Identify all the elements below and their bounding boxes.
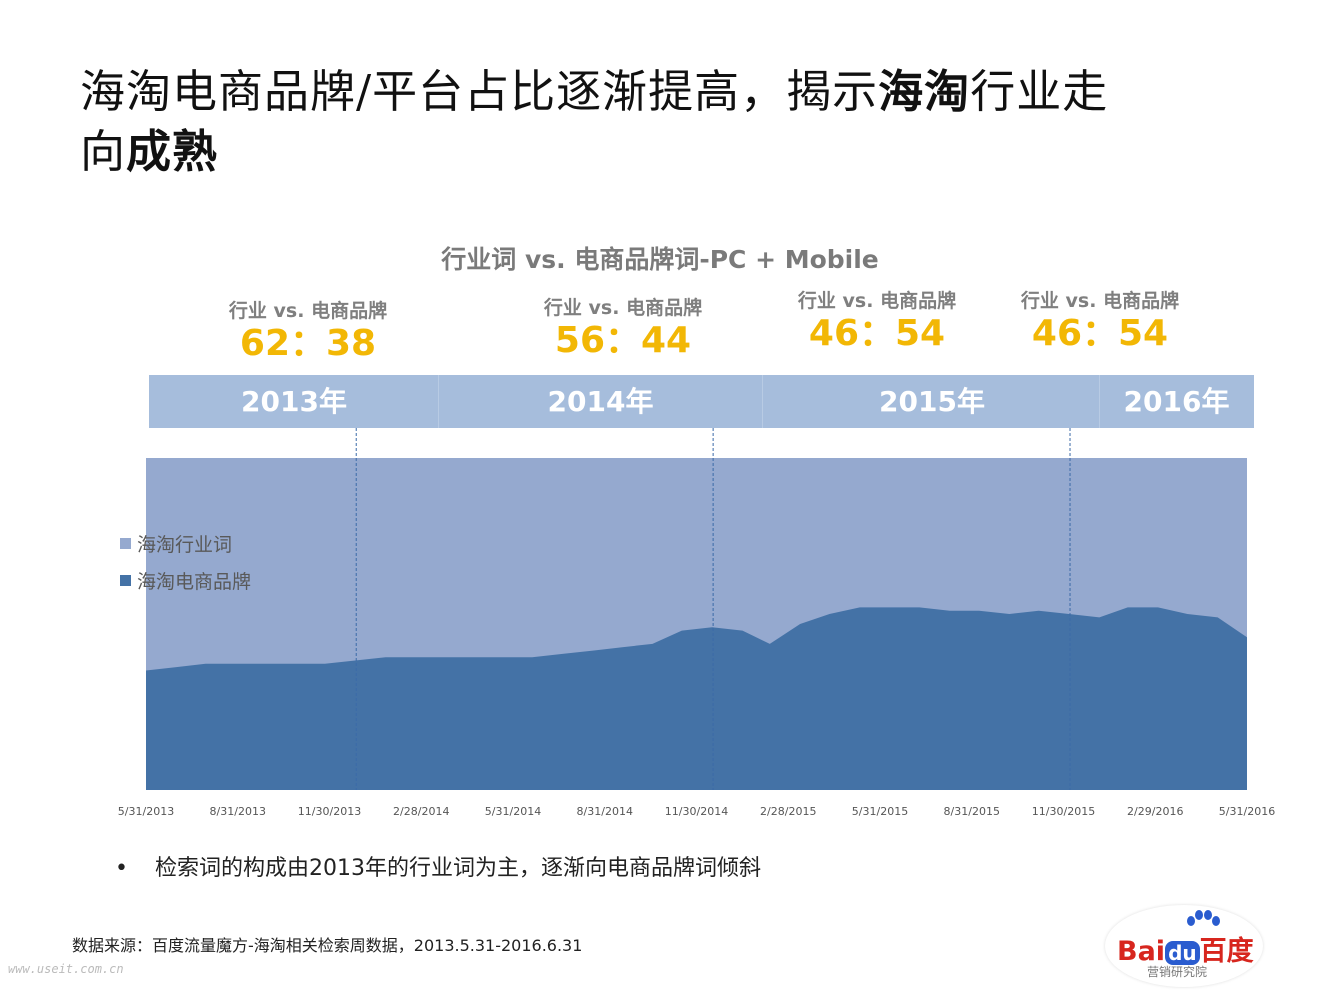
ratio-block-2013: 行业 vs. 电商品牌 62：38 (188, 296, 428, 365)
watermark: www.useit.com.cn (8, 962, 124, 976)
logo-subtitle: 营销研究院 (1147, 965, 1208, 979)
ratio-value: 56：44 (554, 320, 692, 361)
x-tick-label: 8/31/2013 (210, 805, 266, 818)
x-tick-label: 2/29/2016 (1127, 805, 1183, 818)
title-bold-1: 海淘 (878, 65, 971, 118)
legend: 海淘行业词 海淘电商品牌 (120, 525, 251, 599)
year-label-2016: 2016年 (1123, 385, 1230, 418)
x-tick-label: 11/30/2014 (665, 805, 728, 818)
legend-item-industry: 海淘行业词 (120, 525, 251, 562)
x-tick-label: 8/31/2014 (577, 805, 633, 818)
ratio-label: 行业 vs. 电商品牌 (228, 300, 388, 322)
x-tick-label: 5/31/2015 (852, 805, 908, 818)
title-text-1: 海淘电商品牌/平台占比逐渐提高，揭示 (80, 65, 879, 118)
ratio-label: 行业 vs. 电商品牌 (543, 297, 703, 319)
x-tick-label: 2/28/2014 (393, 805, 449, 818)
data-source: 数据来源：百度流量魔方-海淘相关检索周数据，2013.5.31-2016.6.3… (72, 936, 583, 955)
bullet-marker: • (115, 856, 128, 881)
x-tick-label: 5/31/2016 (1219, 805, 1275, 818)
paw-icon (1187, 910, 1220, 926)
year-separator (1099, 375, 1100, 428)
x-tick-label: 8/31/2015 (944, 805, 1000, 818)
x-tick-label: 5/31/2013 (118, 805, 174, 818)
year-separator (762, 375, 763, 428)
x-tick-label: 2/28/2015 (760, 805, 816, 818)
page-title: 海淘电商品牌/平台占比逐渐提高，揭示海淘行业走 向成熟 (80, 62, 1260, 182)
legend-label: 海淘行业词 (137, 534, 233, 556)
legend-swatch-brand (120, 575, 131, 586)
year-band: 2013年 2014年 2015年 2016年 (149, 375, 1254, 428)
area-series-industry (146, 458, 1247, 790)
year-label-2015: 2015年 (879, 385, 985, 418)
year-label-2013: 2013年 (241, 385, 347, 418)
ratio-block-2016: 行业 vs. 电商品牌 46：54 (980, 286, 1220, 355)
legend-label: 海淘电商品牌 (137, 571, 252, 593)
title-bold-2: 成熟 (126, 125, 219, 178)
bullet-point: • 检索词的构成由2013年的行业词为主，逐渐向电商品牌词倾斜 (115, 850, 761, 882)
ratio-block-2015: 行业 vs. 电商品牌 46：54 (757, 286, 997, 355)
legend-swatch-industry (120, 538, 131, 549)
area-series-brand (146, 607, 1247, 790)
x-tick-label: 11/30/2013 (298, 805, 361, 818)
legend-item-brand: 海淘电商品牌 (120, 562, 251, 599)
x-tick-label: 11/30/2015 (1032, 805, 1095, 818)
bullet-text: 检索词的构成由2013年的行业词为主，逐渐向电商品牌词倾斜 (155, 856, 761, 881)
logo-brand: Bai du 百度 (1117, 936, 1254, 967)
ratio-value: 46：54 (808, 313, 946, 354)
ratio-value: 62：38 (239, 323, 377, 364)
year-separator (438, 375, 439, 428)
chart-title: 行业词 vs. 电商品牌词-PC + Mobile (441, 245, 879, 274)
x-tick-label: 5/31/2014 (485, 805, 541, 818)
title-text-3: 向 (80, 125, 127, 178)
baidu-logo: Bai du 百度 营销研究院 (1105, 905, 1263, 987)
ratio-label: 行业 vs. 电商品牌 (797, 290, 957, 312)
title-text-2: 行业走 (970, 65, 1109, 118)
ratio-block-2014: 行业 vs. 电商品牌 56：44 (503, 293, 743, 362)
year-label-2014: 2014年 (547, 385, 654, 418)
ratio-label: 行业 vs. 电商品牌 (1020, 290, 1180, 312)
ratio-value: 46：54 (1031, 313, 1169, 354)
